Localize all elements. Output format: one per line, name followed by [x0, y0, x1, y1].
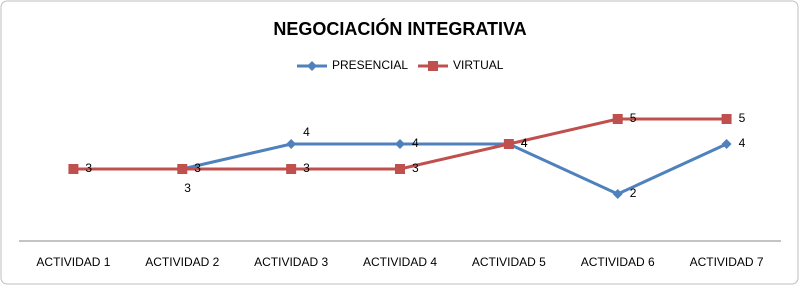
x-tick-label: ACTIVIDAD 1: [36, 255, 110, 269]
data-label: 3: [85, 161, 92, 175]
marker: [307, 61, 317, 71]
data-label: 4: [412, 136, 419, 150]
marker: [395, 164, 405, 174]
marker: [395, 139, 405, 149]
marker: [721, 139, 732, 149]
data-label: 3: [194, 161, 201, 175]
data-label: 3: [303, 161, 310, 175]
data-label: 5: [630, 111, 637, 125]
marker: [612, 189, 623, 199]
legend-label: VIRTUAL: [453, 58, 504, 72]
data-label: 4: [521, 136, 528, 150]
x-tick-label: ACTIVIDAD 5: [472, 255, 546, 269]
marker: [721, 114, 732, 124]
marker: [177, 164, 188, 174]
x-tick-label: ACTIVIDAD 2: [145, 255, 219, 269]
data-label: 3: [412, 161, 419, 175]
data-label: 5: [739, 111, 746, 125]
marker: [612, 114, 623, 124]
data-label: 4: [303, 125, 310, 139]
x-tick-label: ACTIVIDAD 4: [363, 255, 437, 269]
data-label: 3: [184, 181, 191, 195]
data-label: 2: [630, 186, 637, 200]
marker: [503, 139, 514, 149]
legend-label: PRESENCIAL: [332, 58, 408, 72]
x-tick-label: ACTIVIDAD 3: [254, 255, 328, 269]
series-line: [181, 142, 728, 196]
chart-title: NEGOCIACIÓN INTEGRATIVA: [273, 18, 526, 39]
marker: [286, 164, 297, 174]
data-label: 4: [521, 136, 528, 150]
marker: [428, 61, 438, 71]
marker: [68, 164, 79, 174]
x-tick-label: ACTIVIDAD 6: [581, 255, 655, 269]
marker: [286, 139, 297, 149]
x-tick-label: ACTIVIDAD 7: [690, 255, 764, 269]
data-label: 4: [739, 136, 746, 150]
